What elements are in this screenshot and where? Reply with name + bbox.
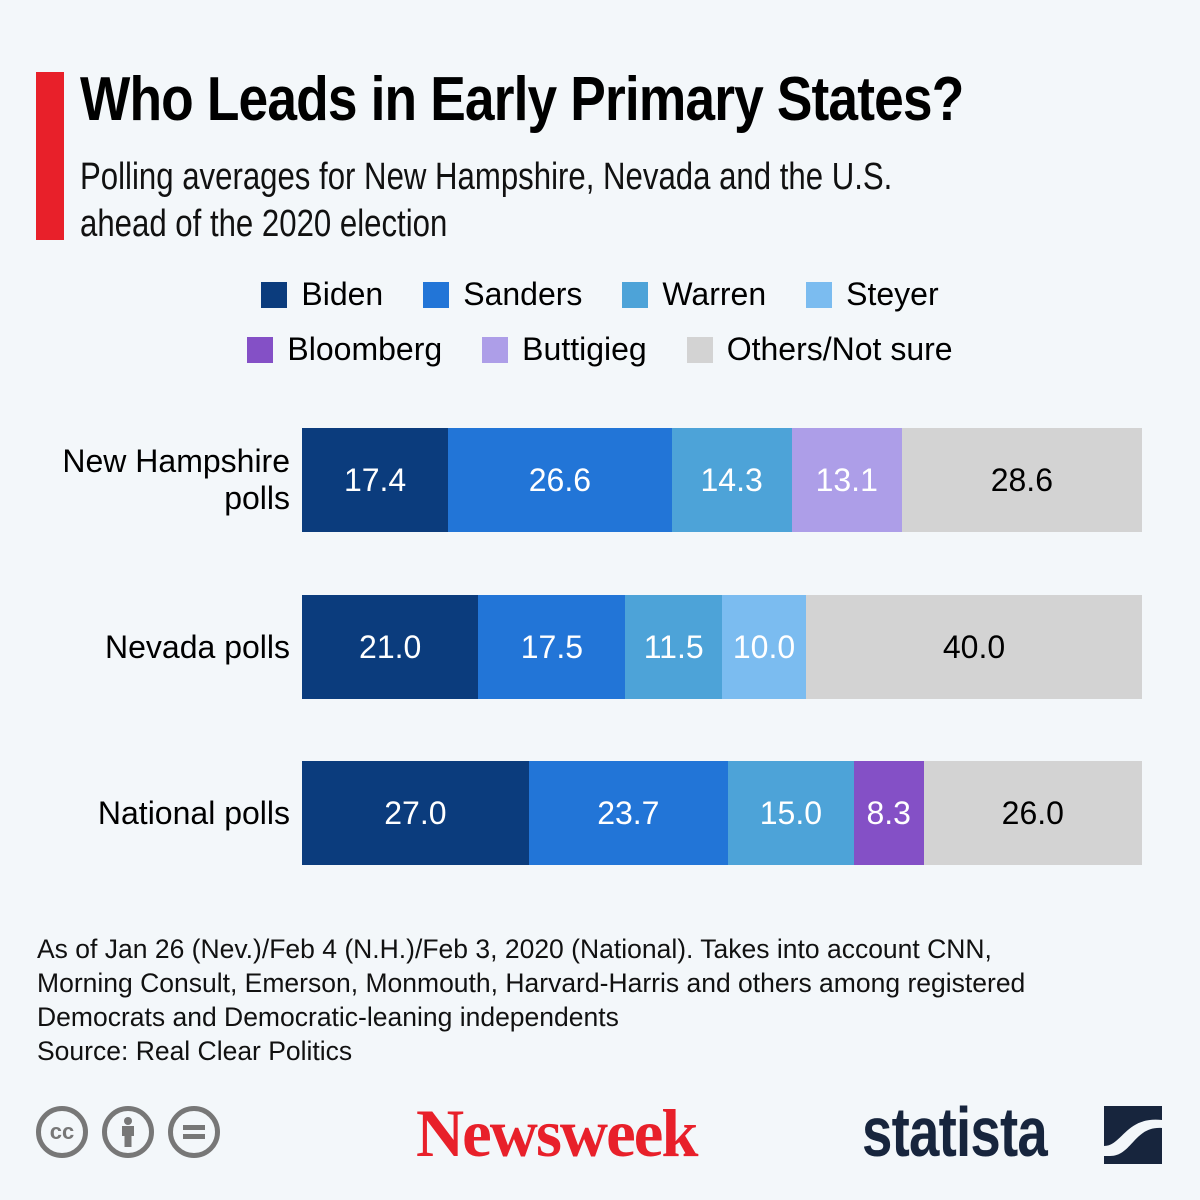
chart-subtitle: Polling averages for New Hampshire, Neva… [80,154,966,248]
data-label: 40.0 [942,628,1006,665]
bar-segment-warren: 14.3 [671,428,792,532]
category-label-line: National polls [97,794,290,831]
data-label: 26.0 [1001,794,1064,831]
legend-item: Sanders [423,276,582,313]
legend-label: Sanders [463,276,583,312]
legend-item: Steyer [806,276,939,313]
data-label: 13.1 [815,461,878,498]
legend-item: Biden [261,276,383,313]
bar-segment-bloomberg: 8.3 [853,761,924,865]
legend-swatch [686,336,713,363]
legend-label: Bloomberg [287,331,443,367]
bar-segment-steyer: 10.0 [721,595,806,699]
cc-icon-text: cc [49,1119,75,1144]
chart-title: Who Leads in Early Primary States? [80,65,964,134]
bar-segment-biden: 17.4 [302,428,449,532]
bar-segment-others-not-sure: 40.0 [805,595,1142,699]
cc-icon[interactable]: cc [36,1106,88,1158]
bar-segment-sanders: 17.5 [478,595,626,699]
chart-notes: As of Jan 26 (Nev.)/Feb 4 (N.H.)/Feb 3, … [37,932,1177,1068]
category-label: Nevada polls [105,629,290,666]
legend-item: Bloomberg [247,331,442,368]
category-label-line: polls [224,480,290,516]
legend-item: Others/Not sure [686,331,953,368]
legend-item: Buttigieg [482,331,647,368]
legend-swatch [482,336,509,363]
category-label-line: Nevada polls [105,628,290,665]
data-label: 10.0 [732,628,796,665]
category-label-line: New Hampshire [62,443,290,479]
bar-segment-sanders: 23.7 [528,761,728,865]
equals-icon [183,1125,205,1139]
attribution-icon[interactable] [102,1106,154,1158]
legend-label: Steyer [846,276,939,312]
data-label: 15.0 [759,794,823,831]
bar-row: 27.0 23.7 15.0 8.3 26.0 [302,761,1142,865]
data-label: 11.5 [643,628,704,665]
legend-swatch [423,281,450,308]
data-label: 27.0 [384,794,447,831]
notes-line-3: Democrats and Democratic-leaning indepen… [37,1002,619,1032]
statista-logo[interactable]: statista [862,1093,1048,1171]
legend-row-1: Biden Sanders Warren Steyer [0,276,1200,313]
notes-line-2: Morning Consult, Emerson, Monmouth, Harv… [37,968,1026,998]
legend-swatch [806,281,833,308]
no-derivatives-icon[interactable] [168,1106,220,1158]
bar-segment-biden: 21.0 [302,595,479,699]
data-label: 23.7 [597,794,660,831]
data-label: 28.6 [990,461,1053,498]
bar-row: 17.4 26.6 14.3 13.1 28.6 [302,428,1142,532]
statista-logo-icon[interactable] [1104,1106,1162,1164]
person-icon [122,1117,134,1147]
legend-swatch [622,281,649,308]
subtitle-line-1: Polling averages for New Hampshire, Neva… [80,156,893,198]
bar-segment-warren: 15.0 [727,761,854,865]
category-label: New Hampshire polls [62,443,290,517]
legend-row-2: Bloomberg Buttigieg Others/Not sure [0,331,1200,368]
data-label: 17.4 [343,461,407,498]
data-label: 8.3 [866,794,911,831]
legend-label: Warren [662,276,767,312]
bar-segment-others-not-sure: 26.0 [923,761,1142,865]
legend-item: Warren [622,276,766,313]
bar-segment-biden: 27.0 [302,761,529,865]
legend-swatch [247,336,274,363]
data-label: 17.5 [520,628,584,665]
source-note: Source: Real Clear Politics [37,1036,353,1066]
bar-segment-others-not-sure: 28.6 [901,428,1142,532]
legend-label: Others/Not sure [726,331,953,367]
data-label: 14.3 [700,461,763,498]
bar-row: 21.0 17.5 11.5 10.0 40.0 [302,595,1142,699]
legend-swatch [261,281,288,308]
bar-segment-buttigieg: 13.1 [791,428,902,532]
notes-line-1: As of Jan 26 (Nev.)/Feb 4 (N.H.)/Feb 3, … [37,934,992,964]
category-label: National polls [98,795,290,832]
title-accent-bar [36,72,64,240]
bar-segment-warren: 11.5 [625,595,722,699]
license-icons[interactable]: cc [36,1106,220,1158]
legend-label: Buttigieg [522,331,647,367]
bar-segment-sanders: 26.6 [448,428,672,532]
newsweek-logo[interactable]: Newsweek [416,1095,698,1171]
stacked-bar-chart: New Hampshire polls 17.4 26.6 14.3 13.1 28.6 Ne… [62,428,1142,865]
data-label: 26.6 [528,461,592,498]
data-label: 21.0 [359,628,422,665]
subtitle-line-2: ahead of the 2020 election [80,203,448,245]
legend-label: Biden [301,276,384,312]
